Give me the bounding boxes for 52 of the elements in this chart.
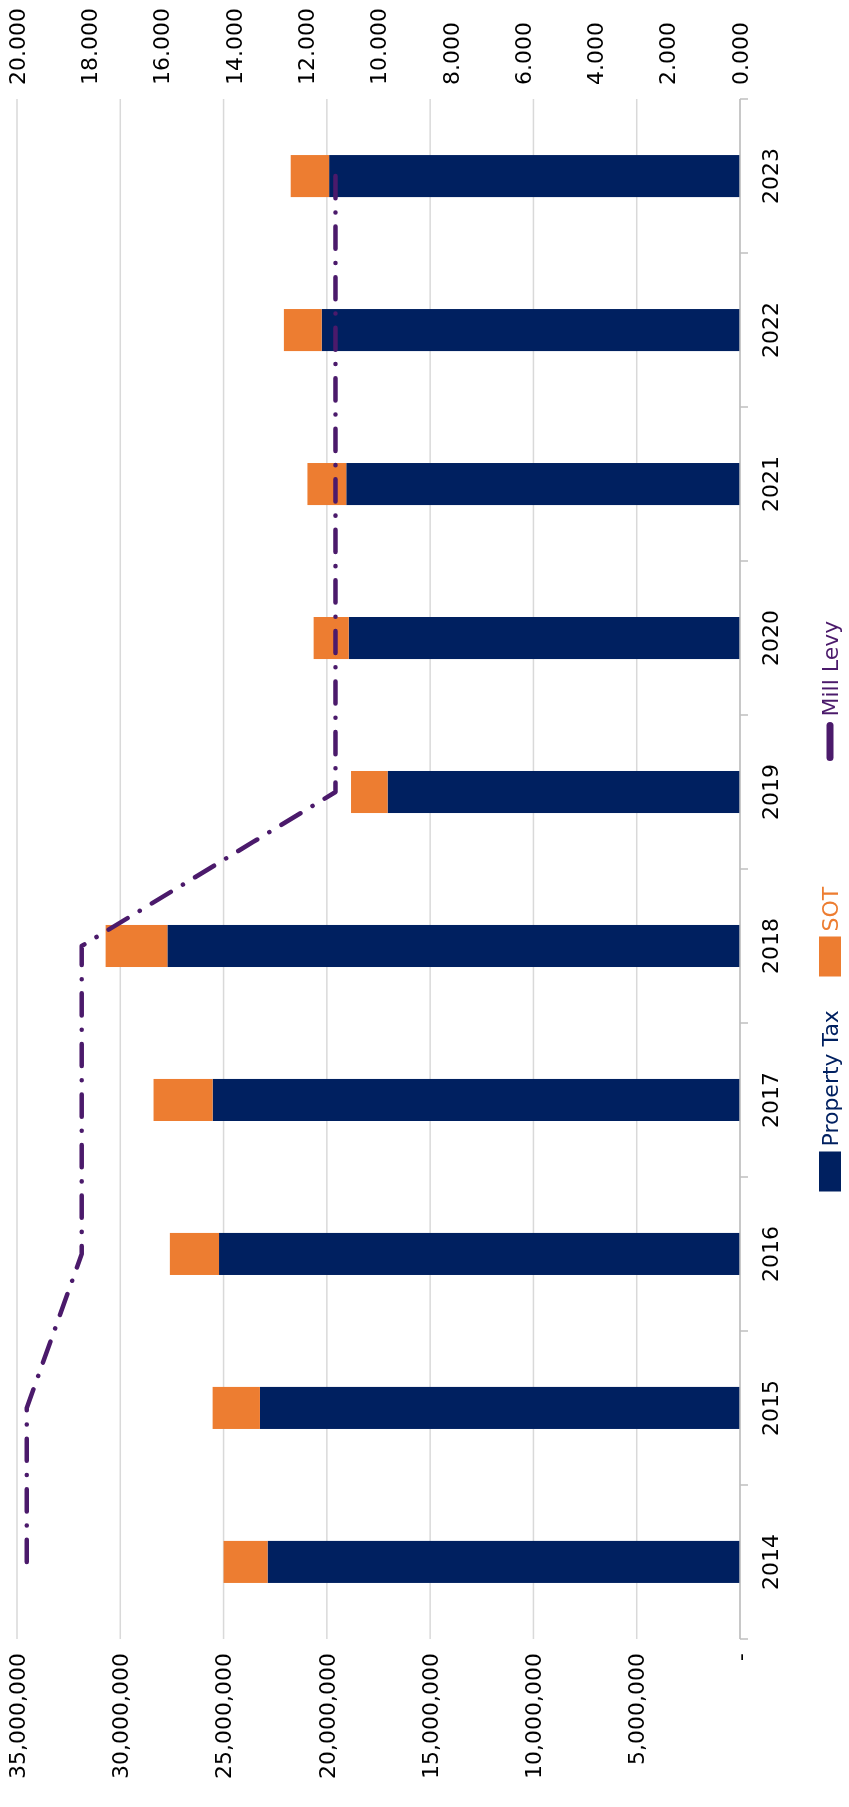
x2-tick-label: 12.000 — [293, 8, 319, 85]
x2-tick-label: 4.000 — [583, 22, 609, 85]
y-tick-label: 2020 — [758, 610, 783, 667]
bar — [283, 309, 322, 352]
x-tick-label: - — [727, 1653, 753, 1661]
bar — [351, 770, 388, 814]
text: SOT — [817, 886, 843, 932]
x2-tick-label: 8.000 — [438, 22, 464, 85]
x2-tick-label: 10.000 — [366, 8, 392, 85]
bar — [105, 924, 168, 968]
bar — [290, 155, 330, 198]
y-tick-label: 2022 — [758, 302, 783, 359]
y-tick-label: 2018 — [758, 917, 783, 974]
y-tick-label: 2023 — [758, 148, 783, 205]
x-tick-label: 10,000,000 — [521, 1653, 547, 1779]
x-tick-label: 25,000,000 — [211, 1653, 237, 1779]
x-tick-label: 20,000,000 — [314, 1653, 340, 1779]
bar — [153, 1078, 213, 1121]
y-tick-label: 2015 — [758, 1379, 783, 1436]
bar — [223, 1540, 268, 1583]
x-tick-label: 5,000,000 — [624, 1653, 650, 1765]
x2-tick-label: 0.000 — [727, 22, 753, 85]
x-tick-label: 35,000,000 — [4, 1653, 30, 1779]
x2-tick-label: 18.000 — [77, 8, 102, 85]
y-tick-label: 2019 — [758, 764, 783, 821]
bar — [321, 309, 740, 352]
y-tick-label: 2021 — [758, 456, 783, 513]
x-tick-label: 30,000,000 — [107, 1653, 133, 1779]
text: Mill Levy — [817, 620, 843, 717]
bar — [212, 1386, 260, 1429]
x2-tick-label: 20.000 — [4, 8, 30, 85]
bar — [348, 617, 740, 660]
x-tick-label: 15,000,000 — [417, 1653, 443, 1779]
text: Property Tax — [817, 1010, 843, 1147]
y-tick-label: 2016 — [758, 1225, 783, 1282]
x2-tick-label: 2.000 — [655, 22, 681, 85]
x2-tick-label: 6.000 — [510, 22, 536, 85]
bar — [387, 770, 740, 814]
bar — [346, 463, 740, 506]
bar — [313, 617, 349, 660]
y-tick-label: 2017 — [758, 1071, 783, 1128]
bar — [212, 1078, 740, 1121]
bar — [329, 155, 740, 198]
bar — [219, 1232, 740, 1275]
x2-tick-label: 16.000 — [149, 8, 175, 85]
bar — [167, 924, 740, 968]
bar — [307, 463, 347, 506]
bar — [169, 1232, 220, 1275]
x2-tick-label: 14.000 — [221, 8, 247, 85]
y-tick-label: 2014 — [758, 1533, 783, 1590]
bar — [267, 1540, 740, 1583]
bar — [259, 1386, 740, 1429]
